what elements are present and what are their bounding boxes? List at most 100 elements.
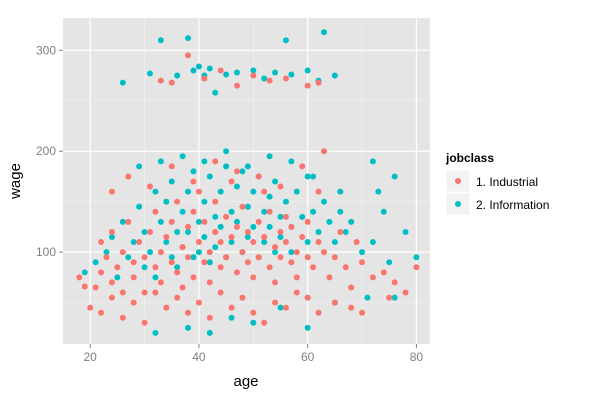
data-point-information bbox=[250, 67, 257, 74]
data-point-information bbox=[375, 188, 382, 195]
data-point-industrial bbox=[348, 284, 355, 291]
data-point-information bbox=[337, 188, 344, 195]
data-point-information bbox=[244, 163, 251, 170]
data-point-information bbox=[320, 198, 327, 205]
data-point-industrial bbox=[228, 234, 235, 241]
data-point-industrial bbox=[119, 249, 126, 256]
data-point-industrial bbox=[195, 188, 202, 195]
data-point-information bbox=[282, 198, 289, 205]
data-point-information bbox=[288, 249, 295, 256]
data-point-information bbox=[108, 234, 115, 241]
data-point-industrial bbox=[277, 183, 284, 190]
data-point-industrial bbox=[299, 234, 306, 241]
data-point-industrial bbox=[152, 208, 159, 215]
data-point-industrial bbox=[212, 198, 219, 205]
data-point-industrial bbox=[179, 284, 186, 291]
data-point-industrial bbox=[103, 254, 110, 261]
data-point-industrial bbox=[402, 289, 409, 296]
data-point-industrial bbox=[369, 274, 376, 281]
data-point-industrial bbox=[217, 289, 224, 296]
x-tick-label: 80 bbox=[410, 350, 424, 364]
x-tick-label: 60 bbox=[301, 350, 315, 364]
data-point-industrial bbox=[380, 269, 387, 276]
data-point-information bbox=[320, 29, 327, 36]
data-point-industrial bbox=[98, 239, 105, 246]
data-point-industrial bbox=[239, 203, 246, 210]
data-point-industrial bbox=[163, 234, 170, 241]
data-point-industrial bbox=[331, 254, 338, 261]
data-point-industrial bbox=[266, 208, 273, 215]
data-point-information bbox=[223, 71, 230, 78]
data-point-information bbox=[206, 259, 213, 266]
data-point-information bbox=[233, 218, 240, 225]
data-point-information bbox=[146, 249, 153, 256]
data-point-industrial bbox=[98, 309, 105, 316]
data-point-industrial bbox=[157, 77, 164, 84]
data-point-information bbox=[244, 203, 251, 210]
data-point-information bbox=[315, 228, 322, 235]
data-point-industrial bbox=[206, 249, 213, 256]
data-point-information bbox=[152, 188, 159, 195]
data-point-information bbox=[266, 153, 273, 160]
data-point-industrial bbox=[157, 279, 164, 286]
data-point-information bbox=[206, 173, 213, 180]
data-point-information bbox=[81, 269, 88, 276]
data-point-industrial bbox=[304, 218, 311, 225]
data-point-industrial bbox=[288, 259, 295, 266]
data-point-industrial bbox=[130, 274, 137, 281]
data-point-industrial bbox=[76, 274, 83, 281]
data-point-information bbox=[179, 208, 186, 215]
data-point-industrial bbox=[282, 304, 289, 311]
legend-swatch-information bbox=[455, 201, 461, 207]
data-point-industrial bbox=[130, 259, 137, 266]
data-point-information bbox=[141, 228, 148, 235]
data-point-industrial bbox=[217, 264, 224, 271]
x-axis-title: age bbox=[233, 373, 258, 390]
data-point-industrial bbox=[152, 289, 159, 296]
data-point-industrial bbox=[239, 294, 246, 301]
data-point-information bbox=[233, 183, 240, 190]
data-point-information bbox=[261, 239, 268, 246]
data-point-information bbox=[250, 188, 257, 195]
data-point-industrial bbox=[201, 75, 208, 82]
data-point-industrial bbox=[255, 173, 262, 180]
data-point-industrial bbox=[125, 218, 132, 225]
data-point-industrial bbox=[141, 289, 148, 296]
data-point-industrial bbox=[282, 239, 289, 246]
data-point-industrial bbox=[342, 264, 349, 271]
data-point-industrial bbox=[157, 249, 164, 256]
data-point-information bbox=[130, 239, 137, 246]
data-point-information bbox=[310, 173, 317, 180]
data-point-industrial bbox=[320, 249, 327, 256]
data-point-industrial bbox=[108, 294, 115, 301]
data-point-information bbox=[217, 188, 224, 195]
data-point-industrial bbox=[413, 264, 420, 271]
data-point-information bbox=[250, 319, 257, 326]
data-point-information bbox=[157, 158, 164, 165]
data-point-information bbox=[272, 178, 279, 185]
x-tick-label: 40 bbox=[192, 350, 206, 364]
data-point-information bbox=[190, 254, 197, 261]
data-point-industrial bbox=[277, 254, 284, 261]
data-point-industrial bbox=[195, 239, 202, 246]
data-point-information bbox=[163, 239, 170, 246]
data-point-industrial bbox=[386, 294, 393, 301]
data-point-information bbox=[391, 294, 398, 301]
data-point-industrial bbox=[315, 309, 322, 316]
data-point-industrial bbox=[293, 249, 300, 256]
data-point-industrial bbox=[261, 319, 268, 326]
data-point-industrial bbox=[168, 163, 175, 170]
data-point-information bbox=[185, 35, 192, 42]
data-point-industrial bbox=[304, 82, 311, 89]
data-point-information bbox=[304, 173, 311, 180]
data-point-information bbox=[293, 188, 300, 195]
data-point-industrial bbox=[223, 213, 230, 220]
data-point-information bbox=[331, 72, 338, 79]
data-point-industrial bbox=[353, 239, 360, 246]
data-point-industrial bbox=[359, 309, 366, 316]
data-point-industrial bbox=[217, 67, 224, 74]
data-point-industrial bbox=[391, 279, 398, 286]
data-point-information bbox=[228, 239, 235, 246]
